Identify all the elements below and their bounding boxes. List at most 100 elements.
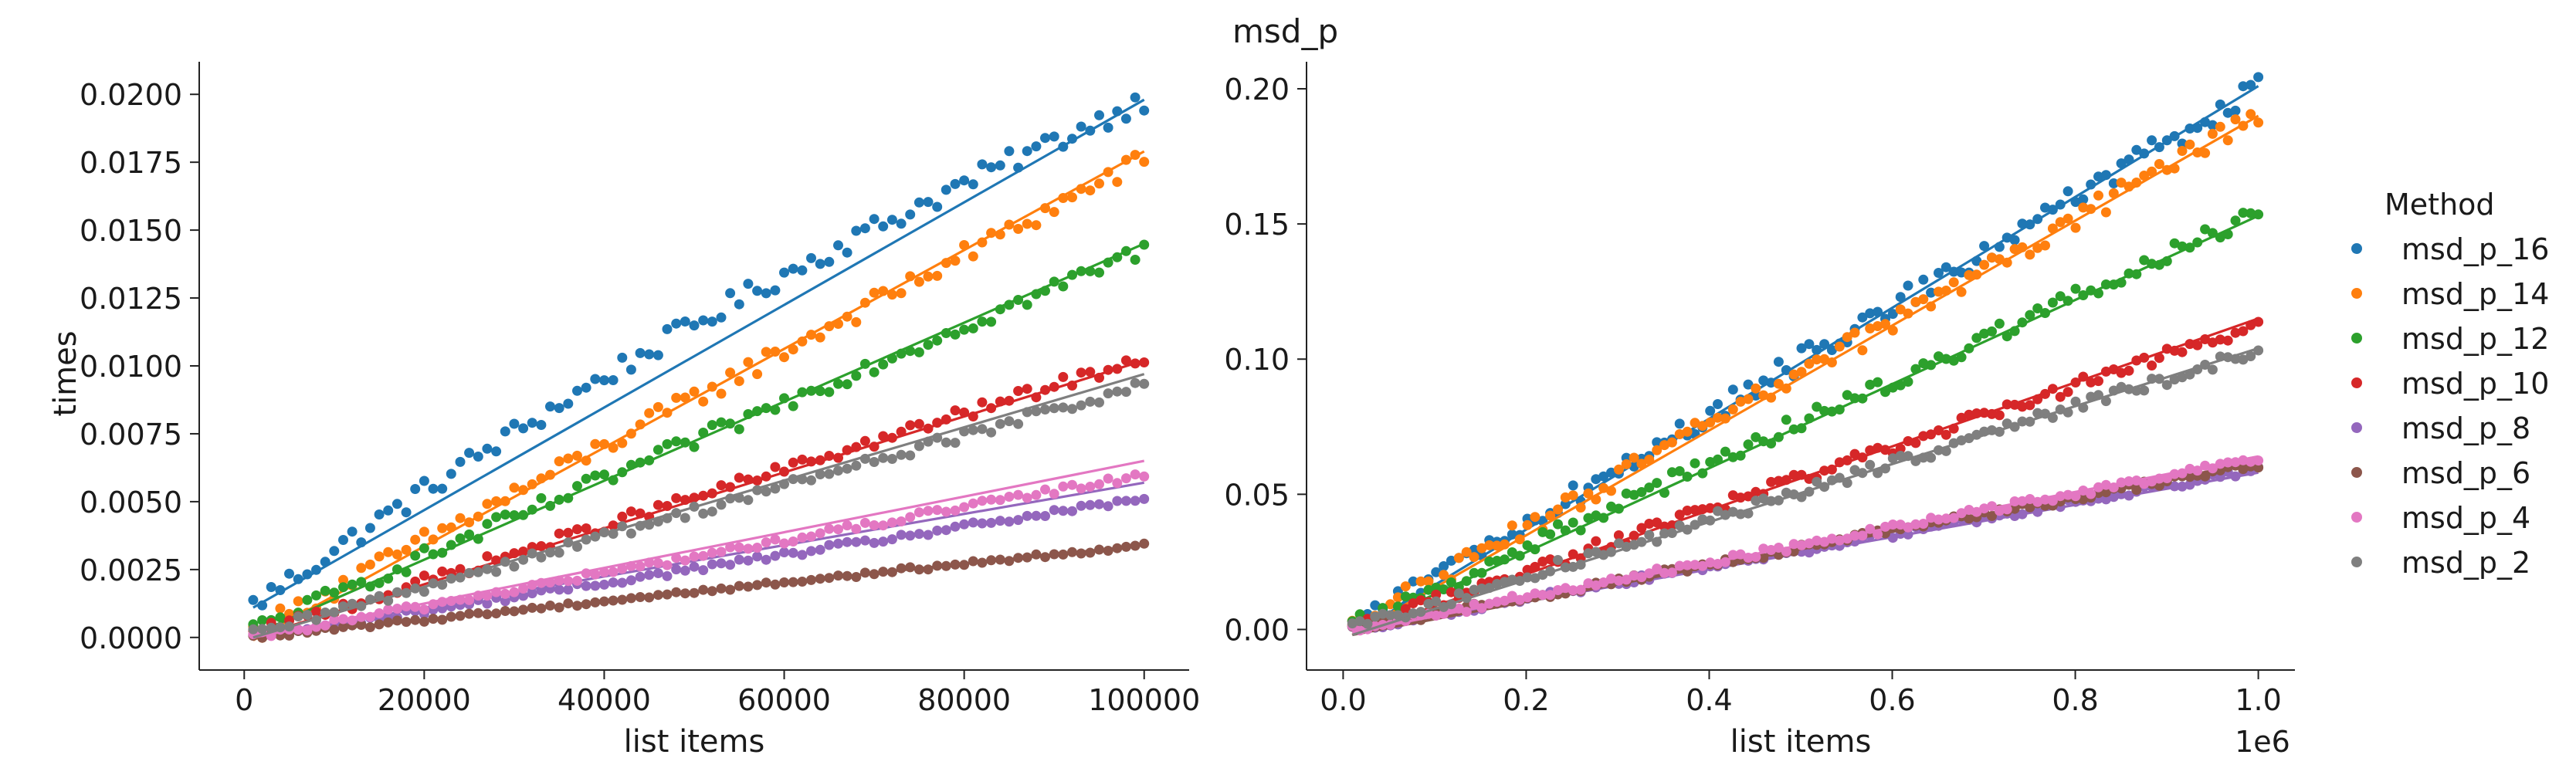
data-point <box>851 225 862 236</box>
data-point <box>1031 510 1042 521</box>
data-point <box>1849 327 1860 338</box>
data-point <box>635 347 646 358</box>
data-point <box>1743 439 1754 450</box>
data-point <box>779 267 789 278</box>
data-point <box>1652 445 1663 455</box>
data-point <box>572 450 582 461</box>
data-point <box>680 392 690 403</box>
data-point <box>581 382 591 393</box>
data-point <box>913 507 924 518</box>
data-point <box>1697 421 1708 431</box>
data-point <box>437 523 448 533</box>
regression-line <box>253 373 1145 639</box>
data-point <box>554 584 564 595</box>
data-point <box>851 523 862 534</box>
legend-marker <box>2351 512 2362 523</box>
data-point <box>1040 404 1050 415</box>
data-point <box>1652 437 1663 448</box>
data-point <box>1103 546 1113 556</box>
data-point <box>1918 294 1929 305</box>
data-point <box>923 197 934 208</box>
data-point <box>625 364 636 375</box>
regression-line <box>253 150 1145 641</box>
data-point <box>2207 364 2218 375</box>
data-point <box>1568 490 1578 501</box>
data-point <box>2147 135 2157 146</box>
data-point <box>625 506 636 517</box>
data-point <box>1040 552 1050 563</box>
data-point <box>725 367 736 378</box>
data-point <box>563 398 574 409</box>
data-point <box>1022 146 1032 157</box>
data-point <box>1636 523 1647 533</box>
data-point <box>1031 141 1042 152</box>
data-point <box>491 496 502 506</box>
data-point <box>1022 300 1032 310</box>
data-point <box>248 624 259 635</box>
data-point <box>1964 269 1974 280</box>
data-point <box>482 551 493 562</box>
data-point <box>1727 404 1738 415</box>
left-series-msd_p_4 <box>248 459 1150 641</box>
data-point <box>2062 387 2073 398</box>
data-point <box>1530 512 1541 523</box>
data-point <box>1971 333 1982 344</box>
data-point <box>1130 496 1141 506</box>
data-point <box>1013 489 1024 500</box>
data-point <box>950 438 961 448</box>
data-point <box>1139 538 1150 549</box>
data-point <box>1979 259 1990 270</box>
data-point <box>770 550 781 561</box>
data-point <box>806 475 816 486</box>
data-point <box>734 472 744 483</box>
data-point <box>617 563 628 574</box>
data-point <box>869 214 880 225</box>
data-point <box>698 565 709 576</box>
data-point <box>878 452 889 463</box>
data-point <box>527 588 537 599</box>
data-point <box>284 568 294 579</box>
data-point <box>1591 536 1602 547</box>
data-point <box>761 288 771 299</box>
data-point <box>482 591 493 601</box>
data-point <box>977 496 988 506</box>
right-y-tick-label: 0.05 <box>1224 478 1290 512</box>
data-point <box>725 542 736 553</box>
data-point <box>2177 138 2188 149</box>
data-point <box>698 396 709 407</box>
data-point <box>788 547 798 558</box>
data-point <box>1674 509 1685 520</box>
data-point <box>1857 345 1868 356</box>
left-x-tick-label: 0 <box>235 683 253 717</box>
data-point <box>1812 476 1822 487</box>
data-point <box>455 456 466 467</box>
data-point <box>1453 588 1464 599</box>
data-point <box>1751 383 1761 394</box>
data-point <box>913 441 924 452</box>
data-point <box>2086 377 2096 388</box>
data-point <box>491 567 502 577</box>
data-point <box>410 576 421 587</box>
data-point <box>716 558 727 569</box>
data-point <box>707 547 717 558</box>
data-point <box>2078 194 2089 205</box>
data-point <box>1112 496 1123 506</box>
right-y-tick-label: 0.20 <box>1224 73 1290 107</box>
data-point <box>1887 309 1898 320</box>
data-point <box>1049 131 1059 142</box>
left-y-tick-label: 0.0175 <box>80 146 182 180</box>
right-panel: 0.00 0.05 0.10 0.15 0.20 0.0 0.2 0.4 0.6 0.8 1.0 li… <box>1224 62 2295 760</box>
data-point <box>2086 489 2096 499</box>
left-series-msd_p_14 <box>248 150 1150 643</box>
data-point <box>869 367 880 377</box>
data-point <box>1522 540 1533 550</box>
data-point <box>941 525 951 536</box>
data-point <box>2009 244 2020 255</box>
data-point <box>1910 296 1921 307</box>
legend-label: msd_p_6 <box>2401 456 2530 490</box>
data-point <box>752 369 763 380</box>
right-x-axis-label: list items <box>1730 724 1872 760</box>
data-point <box>1431 582 1442 593</box>
data-point <box>572 541 582 552</box>
